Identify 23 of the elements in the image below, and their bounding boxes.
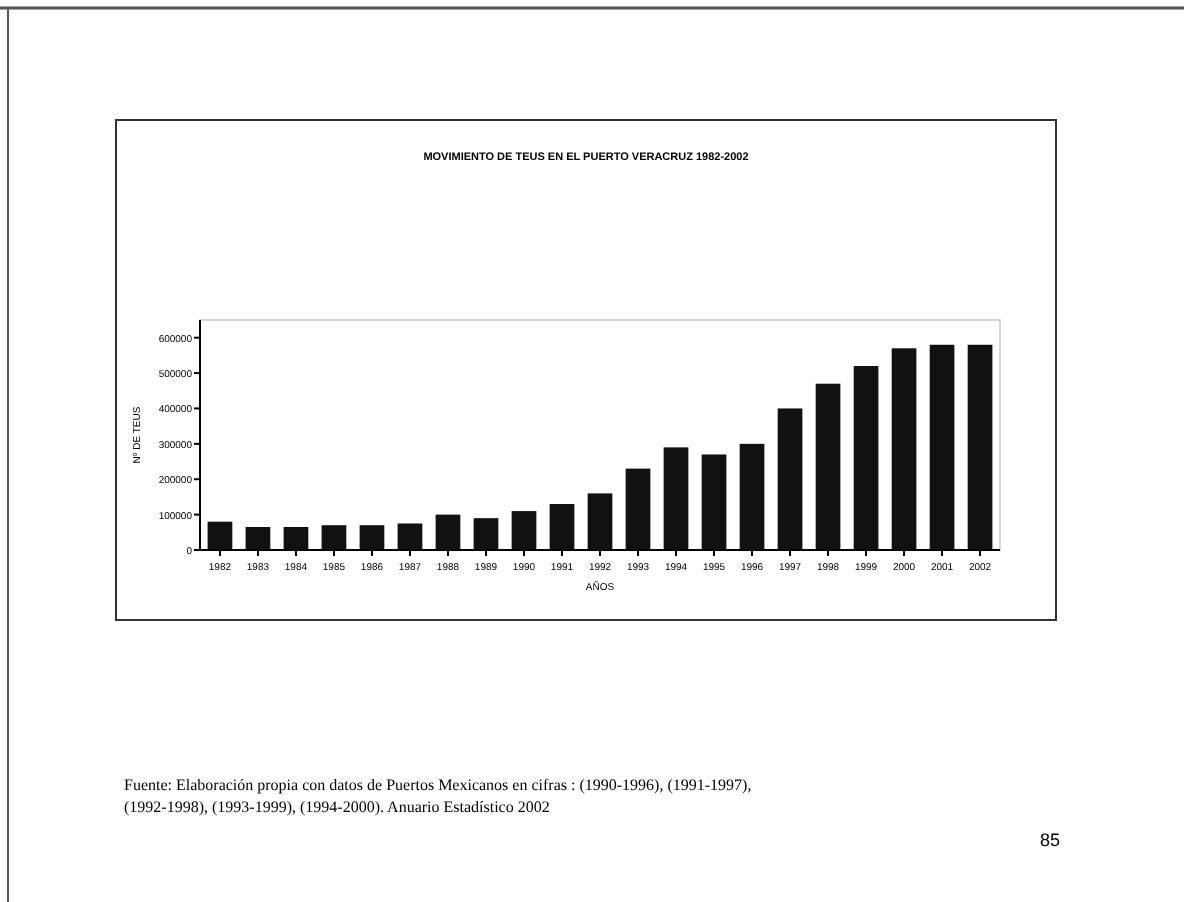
bar: [891, 348, 917, 550]
bar: [321, 525, 347, 550]
bar: [473, 518, 499, 550]
bar: [929, 344, 955, 550]
bar: [625, 468, 651, 550]
bar: [283, 527, 309, 550]
source-note: Fuente: Elaboración propia con datos de Puertos Mexicanos en cifras : (1990-1996), (1991-1997), (1992-1998), (1993-1999), (1994-2000). Anuario Estadístico 2002: [124, 776, 752, 816]
text: 85: [1040, 830, 1061, 850]
bar: [549, 504, 575, 550]
bar: [511, 511, 537, 550]
bar: [815, 383, 841, 550]
bar: [777, 408, 803, 550]
bar: [359, 525, 385, 550]
bar: [245, 527, 271, 550]
bar: [701, 454, 727, 550]
bar: [435, 514, 461, 550]
bar: [587, 493, 613, 550]
bar: [207, 521, 233, 550]
bar: [853, 366, 879, 550]
bar: [739, 443, 765, 550]
bar: [397, 523, 423, 550]
bar: [967, 344, 993, 550]
bar: [663, 447, 689, 550]
